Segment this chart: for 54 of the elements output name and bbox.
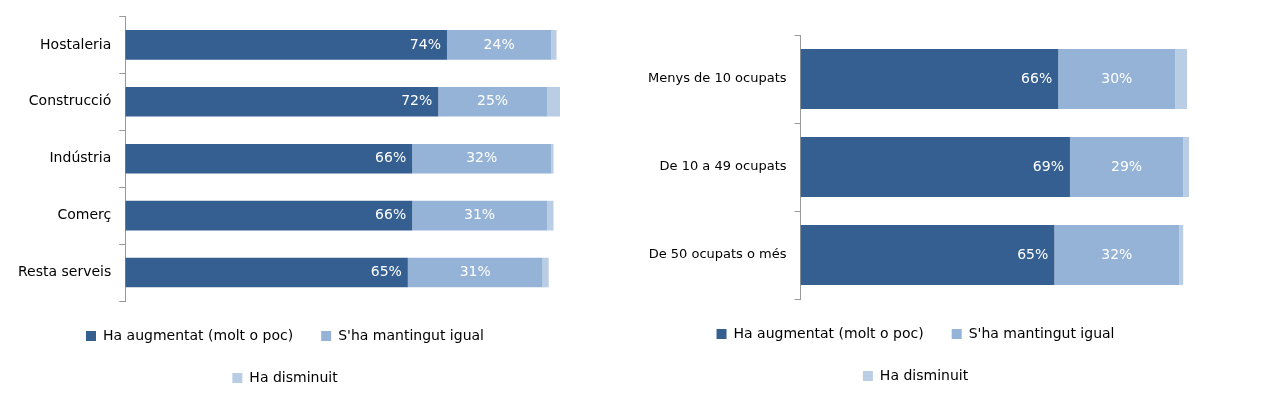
data-label: 69% — [1032, 157, 1064, 174]
legend-label: Ha disminuit — [249, 368, 339, 385]
y-tick-label: Menys de 10 ocupats — [647, 70, 787, 86]
bar — [412, 143, 552, 174]
legend-label: S'ha mantingut igual — [338, 326, 484, 343]
data-label: 32% — [1101, 245, 1133, 262]
bar — [551, 30, 557, 60]
legend-label: Ha disminuit — [879, 366, 969, 383]
bar — [1179, 225, 1184, 285]
bar — [1069, 137, 1184, 197]
data-label: 65% — [370, 263, 402, 280]
bar — [800, 137, 1070, 197]
bar — [412, 200, 547, 231]
y-tick-label: Hostaleria — [40, 35, 112, 52]
y-tick-label: Construcció — [28, 92, 112, 109]
bar — [800, 49, 1059, 109]
bar — [542, 257, 549, 288]
legend-label: S'ha mantingut igual — [968, 324, 1115, 341]
data-label: 25% — [477, 92, 509, 109]
legend-label: Ha augmentat (molt o poc) — [103, 326, 294, 343]
bar — [800, 225, 1055, 285]
bar — [125, 143, 413, 174]
data-label: 30% — [1101, 69, 1133, 86]
bar — [125, 30, 447, 60]
bar — [546, 200, 554, 231]
data-label: 31% — [464, 206, 496, 223]
bar — [446, 30, 552, 60]
data-label: 66% — [1021, 69, 1053, 86]
data-label: 66% — [375, 149, 407, 166]
bar — [1054, 225, 1180, 285]
bar — [125, 86, 439, 117]
data-label: 32% — [466, 149, 498, 166]
bar — [407, 257, 543, 288]
y-tick-label: Indústria — [49, 149, 112, 166]
data-label: 66% — [375, 206, 407, 223]
y-tick-label: De 50 ocupats o més — [648, 246, 787, 262]
bar — [551, 143, 554, 174]
legend-label: Ha augmentat (molt o poc) — [733, 324, 924, 341]
bar — [546, 86, 560, 117]
bar — [125, 200, 413, 231]
data-label: 29% — [1111, 157, 1143, 174]
bar — [1183, 137, 1190, 197]
data-label: 65% — [1017, 245, 1049, 262]
data-label: 24% — [483, 35, 515, 52]
bar — [125, 257, 408, 288]
data-label: 31% — [459, 263, 491, 280]
bar — [1058, 49, 1176, 109]
data-label: 74% — [409, 35, 441, 52]
y-tick-label: Resta serveis — [17, 263, 112, 280]
bar — [1175, 49, 1188, 109]
y-tick-label: De 10 a 49 ocupats — [659, 158, 787, 174]
y-tick-label: Comerç — [57, 206, 112, 223]
data-label: 72% — [401, 92, 433, 109]
bar — [438, 86, 547, 117]
